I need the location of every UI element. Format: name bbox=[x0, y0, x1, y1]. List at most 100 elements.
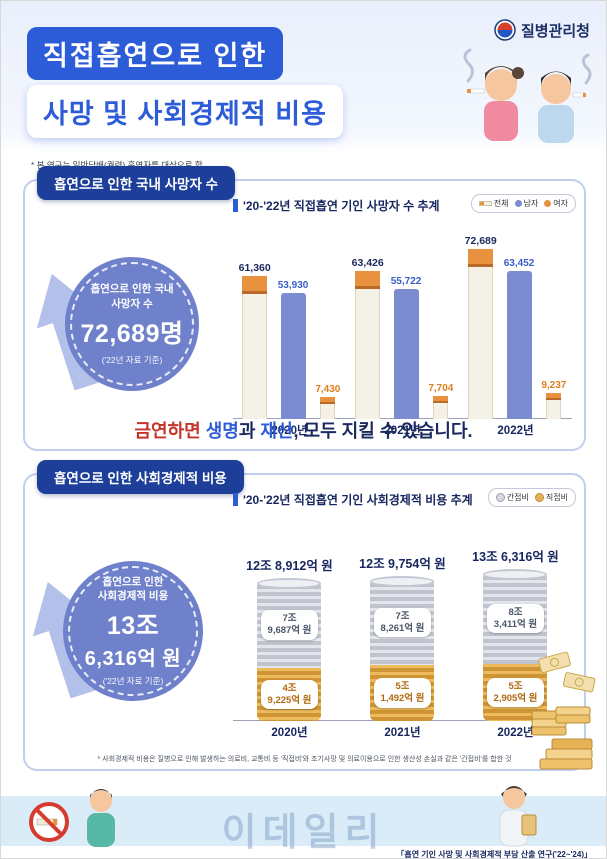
total-value-label: 63,426 bbox=[351, 257, 384, 269]
female-legend-dot-icon bbox=[544, 200, 552, 207]
female-bar bbox=[546, 393, 562, 419]
title-line-2: 사망 및 사회경제적 비용 bbox=[27, 85, 343, 138]
coin-stack-top bbox=[370, 576, 435, 587]
costs-chart-title-text: '20-'22년 직접흡연 기인 사회경제적 비용 추계 bbox=[243, 493, 473, 507]
deaths-circle-label-2: 사망자 수 bbox=[111, 297, 153, 310]
cigarette-legend-icon bbox=[478, 201, 492, 206]
cigarette-tip bbox=[242, 276, 268, 294]
coin-stack-top bbox=[257, 578, 322, 589]
deaths-chart-title: '20-'22년 직접흡연 기인 사망자 수 추계 bbox=[233, 197, 440, 214]
female-value-label: 7,430 bbox=[315, 384, 341, 395]
header: 직접흡연으로 인한 사망 및 사회경제적 비용 질병관리청 bbox=[1, 1, 606, 153]
legend-item-female: 여자 bbox=[544, 198, 568, 209]
deaths-card: 흡연으로 인한 국내 사망자 수 흡연으로 인한 국내 사망자 수 72,689… bbox=[23, 166, 586, 451]
gold-coin-icon bbox=[534, 493, 544, 502]
costs-total-value-line2: 6,316억 원 bbox=[84, 648, 182, 671]
kdca-emblem-icon bbox=[494, 19, 516, 41]
legend-indirect-label: 간접비 bbox=[506, 493, 529, 502]
indirect-cost-segment: 7조 9,687억 원 bbox=[257, 582, 322, 668]
silver-coin-icon bbox=[495, 493, 505, 502]
year-label: 2022년 bbox=[497, 425, 534, 437]
health-worker-illustration bbox=[87, 789, 115, 847]
total-bar bbox=[242, 276, 268, 419]
costs-chart-title: '20-'22년 직접흡연 기인 사회경제적 비용 추계 bbox=[233, 491, 473, 508]
source-citation: 「흡연 기인 사망 및 사회경제적 부담 산출 연구('22~'24)」 bbox=[396, 850, 592, 859]
year-label: 2021년 bbox=[384, 425, 421, 437]
legend-item-direct: 직접비 bbox=[534, 492, 568, 503]
banner-quit-text: 금연하면 bbox=[134, 420, 206, 441]
title-bullet-icon bbox=[233, 493, 238, 506]
costs-circle-label-1: 흡연으로 인한 bbox=[102, 575, 164, 588]
deaths-basis-note: ('22년 자료 기준) bbox=[101, 354, 163, 365]
costs-highlight-circle: 흡연으로 인한 사회경제적 비용 13조 6,316억 원 ('22년 자료 기… bbox=[63, 561, 203, 701]
legend-total-label: 전체 bbox=[493, 199, 509, 208]
male-value-label: 55,722 bbox=[390, 276, 422, 287]
total-bar bbox=[355, 271, 381, 419]
total-bar bbox=[468, 249, 494, 419]
deaths-total-value: 72,689명 bbox=[80, 319, 184, 348]
banner-life-text: 생명 bbox=[205, 420, 239, 441]
legend-item-indirect: 간접비 bbox=[495, 492, 529, 503]
male-legend-dot-icon bbox=[514, 200, 522, 207]
indirect-cost-value: 8조 3,411억 원 bbox=[486, 603, 545, 634]
female-bar bbox=[320, 397, 336, 419]
study-scope-note: * 본 연구는 일반담배(궐련) 흡연자를 대상으로 함 bbox=[31, 160, 203, 170]
year-label: 2022년 bbox=[497, 727, 534, 739]
smokers-illustration bbox=[463, 48, 592, 143]
male-value-label: 63,452 bbox=[503, 258, 535, 269]
cigarette-tip bbox=[433, 396, 449, 403]
cost-total-label: 12조 8,912억 원 bbox=[246, 559, 333, 573]
costs-definition-footnote: * 사회경제적 비용은 질병으로 인해 발생하는 의료비, 교통비 등 '직접비… bbox=[97, 756, 512, 763]
cost-total-label: 13조 6,316억 원 bbox=[472, 550, 559, 564]
direct-cost-value: 5조 2,905억 원 bbox=[486, 677, 545, 708]
male-bar bbox=[393, 289, 419, 419]
bar-group-2020: 61,360 53,930 7,430 2020년 bbox=[233, 225, 346, 441]
year-label: 2020년 bbox=[271, 727, 308, 739]
indirect-cost-value: 7조 8,261억 원 bbox=[373, 607, 432, 638]
direct-cost-segment: 5조 1,492억 원 bbox=[370, 665, 435, 721]
total-value-label: 72,689 bbox=[464, 235, 497, 247]
indirect-cost-segment: 7조 8,261억 원 bbox=[370, 580, 435, 665]
costs-total-value-line1: 13조 bbox=[106, 612, 160, 641]
costs-basis-note: ('22년 자료 기준) bbox=[102, 676, 164, 687]
deaths-section-badge: 흡연으로 인한 국내 사망자 수 bbox=[37, 166, 236, 200]
cigarette-tip bbox=[355, 271, 381, 289]
costs-card: 흡연으로 인한 사회경제적 비용 흡연으로 인한 사회경제적 비용 13조 6,… bbox=[23, 460, 586, 771]
cigarette-tip bbox=[546, 393, 562, 400]
money-illustration bbox=[531, 651, 596, 770]
deaths-chart-legend: 전체 남자 여자 bbox=[470, 194, 576, 213]
agency-name: 질병관리청 bbox=[520, 22, 590, 40]
legend-direct-label: 직접비 bbox=[545, 493, 568, 502]
cigarette-tip bbox=[468, 249, 494, 267]
coin-stack-top bbox=[483, 569, 548, 580]
legend-item-total: 전체 bbox=[478, 198, 509, 209]
deaths-highlight-circle: 흡연으로 인한 국내 사망자 수 72,689명 ('22년 자료 기준) bbox=[65, 257, 199, 391]
total-value-label: 61,360 bbox=[238, 262, 271, 274]
no-smoking-icon bbox=[29, 802, 69, 842]
male-bar bbox=[280, 293, 306, 419]
banner-rest-text: , 모두 지킬 수 있습니다. bbox=[293, 420, 473, 441]
male-bar bbox=[506, 271, 532, 419]
banner-message: 금연하면 생명과 재산, 모두 지킬 수 있습니다. bbox=[134, 417, 472, 443]
costs-circle-label-2: 사회경제적 비용 bbox=[97, 590, 169, 602]
costs-chart-legend: 간접비 직접비 bbox=[487, 488, 576, 507]
deaths-chart-title-text: '20-'22년 직접흡연 기인 사망자 수 추계 bbox=[243, 199, 440, 213]
banner-property-text: 재산 bbox=[260, 420, 294, 441]
direct-cost-value: 4조 9,225억 원 bbox=[260, 679, 319, 710]
year-label: 2020년 bbox=[271, 425, 308, 437]
surveyor-illustration bbox=[499, 786, 537, 847]
legend-female-label: 여자 bbox=[553, 199, 568, 208]
costs-coin-chart: 12조 8,912억 원 7조 9,687억 원 4조 9,225억 원 2020년… bbox=[233, 521, 572, 743]
female-value-label: 7,704 bbox=[428, 383, 454, 394]
costs-section-badge: 흡연으로 인한 사회경제적 비용 bbox=[37, 460, 244, 494]
cost-total-label: 12조 9,754억 원 bbox=[359, 557, 446, 571]
female-value-label: 9,237 bbox=[541, 380, 567, 391]
deaths-circle-label-1: 흡연으로 인한 국내 bbox=[90, 283, 174, 296]
direct-cost-value: 5조 1,492억 원 bbox=[373, 678, 432, 708]
legend-item-male: 남자 bbox=[514, 198, 538, 209]
indirect-cost-value: 7조 9,687억 원 bbox=[260, 610, 319, 640]
male-value-label: 53,930 bbox=[277, 280, 309, 291]
direct-cost-segment: 4조 9,225억 원 bbox=[257, 668, 322, 721]
title-line-1: 직접흡연으로 인한 bbox=[27, 27, 284, 80]
